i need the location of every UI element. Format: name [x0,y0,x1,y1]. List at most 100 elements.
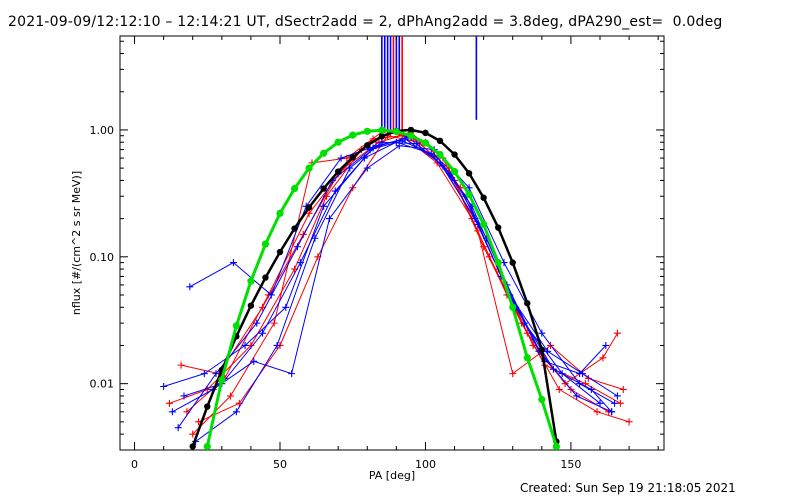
model-curve-point [291,225,298,232]
model-curve-point [494,259,502,267]
y-tick-label: 0.01 [90,378,115,391]
data-point-plus [587,385,595,393]
data-point-plus [561,380,569,388]
model-curve-point [436,150,444,159]
data-point-plus [325,215,333,223]
data-point-plus [465,184,473,192]
data-point-plus [395,142,403,150]
model-curve-point [524,300,531,307]
model-curve-point [480,220,488,229]
model-curve-point [421,139,430,147]
data-point-plus [558,370,566,378]
data-point-plus [611,399,619,407]
data-point-plus [619,385,627,393]
data-point-plus [596,399,604,407]
y-tick-label: 0.10 [90,251,115,264]
data-point-plus [520,319,528,327]
data-point-plus [555,385,563,393]
y-tick-label: 1.00 [90,124,115,137]
y-axis-label: nflux [#/(cm^2 s sr MeV)] [70,171,83,315]
data-point-plus [602,341,610,349]
model-curve-point [247,277,255,285]
x-tick-label: 0 [131,458,138,471]
data-point-plus [613,329,621,337]
data-point-plus [608,408,616,416]
series-trace-line [198,135,618,423]
model-curve-point [509,303,517,311]
data-point-plus [212,370,220,378]
data-point-plus [413,140,421,148]
x-tick-label: 150 [560,458,581,471]
data-point-plus [293,243,301,251]
data-point-plus [177,361,185,369]
model-curve-point [349,131,357,139]
data-point-plus [232,408,240,416]
data-point-plus [270,319,278,327]
model-curve-point [480,194,487,201]
x-tick-label: 100 [415,458,436,471]
model-curve-point [465,190,473,199]
data-point-plus [337,154,345,162]
data-point-plus [229,259,237,267]
data-point-plus [311,234,319,242]
model-curve-point [305,204,313,211]
model-curve-point [320,149,328,157]
model-curve-point [378,126,386,134]
data-point-plus [576,370,584,378]
model-curve-point [262,274,269,281]
model-curve-point [450,167,459,176]
data-point-plus [485,253,493,261]
model-curve-point [290,184,299,193]
model-curve-point [422,129,429,137]
data-point-plus [296,259,304,267]
data-point-plus [200,370,208,378]
model-curve-point [436,137,444,145]
model-curve-point [261,240,270,248]
model-curve-point [552,442,560,450]
vertical-markers [381,36,478,133]
data-point-plus [369,144,377,152]
plot-border [119,35,665,451]
model-curve-point [407,132,415,140]
series-trace-line [183,136,612,413]
model-curve-point [247,302,255,309]
model-curve-point [364,142,371,149]
series-trace-line [192,129,630,435]
data-point-plus [168,408,176,416]
model-curve-point [465,170,473,177]
model-curve-point [494,224,502,231]
series-trace-line [169,132,609,413]
data-point-plus [613,392,621,400]
data-point-plus [165,399,173,407]
model-curve-point [203,442,211,450]
model-curve-point [538,395,546,404]
data-point-plus [241,341,249,349]
model-curve-point [451,151,458,158]
x-axis-label: PA [deg] [369,469,415,482]
data-point-plus [259,329,267,337]
model-curve-point [276,209,284,217]
data-point-plus [174,424,182,432]
created-timestamp: Created: Sun Sep 19 21:18:05 2021 [520,481,736,495]
model-curve-point [363,127,371,135]
data-point-plus [282,303,290,311]
data-point-plus [189,430,197,438]
model-curve-point [204,403,211,410]
model-curve-point [523,354,531,362]
data-point-plus [593,408,601,416]
data-point-plus [538,329,546,337]
plot-frame [119,35,665,451]
data-point-plus [180,392,188,400]
model-curve-point [407,126,415,134]
series-trace-line [172,145,615,413]
data-point-plus [227,392,235,400]
model-curve-point [509,259,516,266]
series-trace-line [195,141,601,442]
data-point-plus [549,365,557,373]
x-tick-label: 50 [273,458,287,471]
data-point-plus [305,209,313,217]
model-curve-point [276,248,284,256]
model-curve-point [392,128,400,136]
